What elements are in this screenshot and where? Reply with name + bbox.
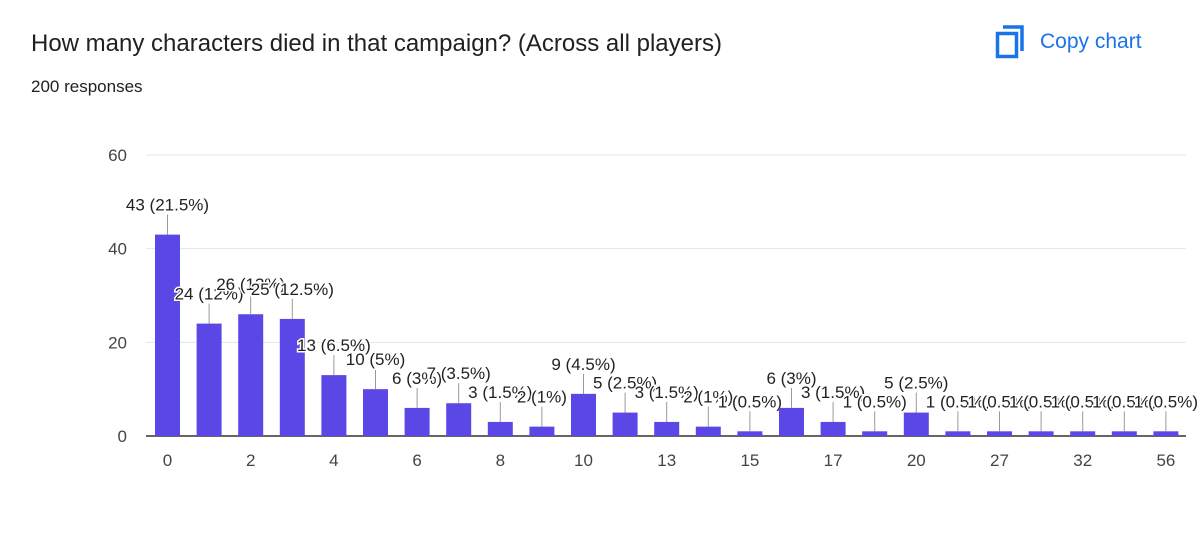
data-label: 7 (3.5%) bbox=[427, 364, 491, 383]
x-tick-label: 32 bbox=[1073, 451, 1092, 470]
data-label: 13 (6.5%) bbox=[297, 336, 371, 355]
x-tick-label: 15 bbox=[740, 451, 759, 470]
data-label: 1 (0.5%) bbox=[926, 392, 990, 411]
bar[interactable] bbox=[903, 412, 929, 436]
data-label: 1 (0.5%) bbox=[843, 392, 907, 411]
x-tick-label: 13 bbox=[657, 451, 676, 470]
y-tick-label: 60 bbox=[108, 146, 127, 165]
data-label: 1 (0.5%) bbox=[1134, 392, 1198, 411]
response-count: 200 responses bbox=[31, 77, 143, 96]
bar[interactable] bbox=[529, 426, 555, 436]
x-tick-label: 4 bbox=[329, 451, 338, 470]
bar[interactable] bbox=[1153, 431, 1179, 436]
bar[interactable] bbox=[1070, 431, 1096, 436]
data-label: 5 (2.5%) bbox=[593, 374, 657, 393]
data-label: 1 (0.5%) bbox=[1092, 392, 1156, 411]
bar[interactable] bbox=[695, 426, 721, 436]
bar[interactable] bbox=[487, 421, 513, 436]
bar[interactable] bbox=[654, 421, 680, 436]
bar[interactable] bbox=[987, 431, 1012, 436]
x-tick-label: 17 bbox=[824, 451, 843, 470]
data-label: 5 (2.5%) bbox=[884, 374, 948, 393]
data-label: 6 (3%) bbox=[766, 369, 816, 388]
x-tick-label: 10 bbox=[574, 451, 593, 470]
bar[interactable] bbox=[571, 393, 596, 436]
copy-icon bbox=[994, 25, 1026, 59]
bar[interactable] bbox=[196, 323, 222, 436]
bar[interactable] bbox=[612, 412, 638, 436]
data-label: 1 (0.5%) bbox=[1009, 392, 1073, 411]
x-tick-label: 2 bbox=[246, 451, 255, 470]
bar[interactable] bbox=[945, 431, 971, 436]
data-label: 43 (21.5%) bbox=[126, 196, 209, 215]
x-tick-label: 8 bbox=[496, 451, 505, 470]
data-label: 3 (1.5%) bbox=[468, 383, 532, 402]
bar[interactable] bbox=[820, 421, 846, 436]
data-label: 1 (0.5%) bbox=[1051, 392, 1115, 411]
data-label: 1 (0.5%) bbox=[718, 392, 782, 411]
data-label: 3 (1.5%) bbox=[801, 383, 865, 402]
data-label: 2 (1%) bbox=[683, 388, 733, 407]
data-label: 6 (3%) bbox=[392, 369, 442, 388]
bar[interactable] bbox=[279, 318, 305, 436]
x-tick-label: 20 bbox=[907, 451, 926, 470]
bar[interactable] bbox=[404, 407, 430, 436]
bar[interactable] bbox=[238, 314, 264, 436]
data-label: 10 (5%) bbox=[346, 350, 406, 369]
y-tick-label: 20 bbox=[108, 333, 127, 352]
data-label: 26 (13%) bbox=[216, 275, 285, 294]
bar[interactable] bbox=[155, 234, 180, 436]
data-label: 3 (1.5%) bbox=[635, 383, 699, 402]
bar[interactable] bbox=[1111, 431, 1137, 436]
copy-chart-button[interactable]: Copy chart bbox=[994, 22, 1142, 62]
data-label: 24 (12%) bbox=[175, 285, 244, 304]
x-tick-label: 0 bbox=[163, 451, 172, 470]
bar[interactable] bbox=[862, 431, 888, 436]
data-label: 9 (4.5%) bbox=[551, 355, 615, 374]
bar[interactable] bbox=[779, 407, 804, 436]
bar[interactable] bbox=[446, 403, 472, 436]
data-label: 25 (12.5%) bbox=[251, 280, 334, 299]
bar[interactable] bbox=[321, 375, 347, 436]
copy-chart-label: Copy chart bbox=[1040, 30, 1142, 53]
y-tick-label: 40 bbox=[108, 240, 127, 259]
x-tick-label: 56 bbox=[1156, 451, 1175, 470]
bar[interactable] bbox=[1028, 431, 1054, 436]
bar[interactable] bbox=[363, 389, 388, 436]
question-title: How many characters died in that campaig… bbox=[31, 30, 722, 57]
y-tick-label: 0 bbox=[118, 427, 127, 446]
data-label: 2 (1%) bbox=[517, 388, 567, 407]
bar[interactable] bbox=[737, 431, 763, 436]
data-label: 1 (0.5%) bbox=[967, 392, 1031, 411]
x-tick-label: 6 bbox=[412, 451, 421, 470]
x-tick-label: 27 bbox=[990, 451, 1009, 470]
